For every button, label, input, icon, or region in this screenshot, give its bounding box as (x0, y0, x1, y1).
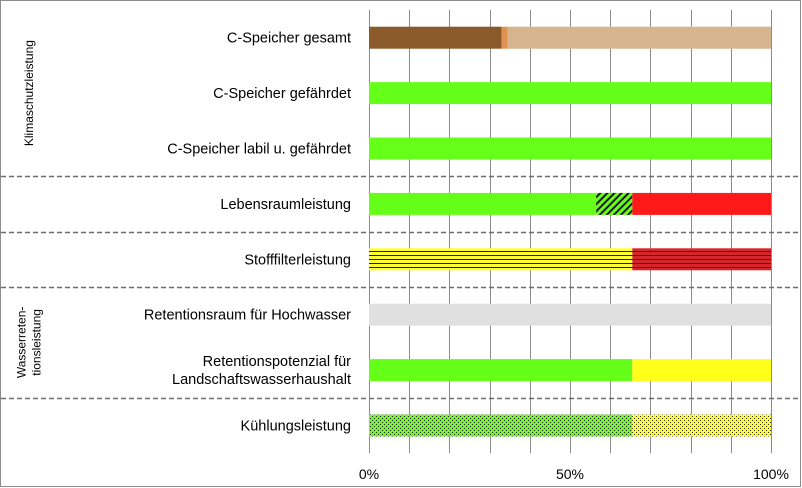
category-label: Stofffilterleistung (244, 252, 351, 268)
bar-segment-3-2 (632, 192, 771, 215)
category-label: Retentionsraum für Hochwasser (144, 308, 351, 324)
groups-layer: Klimaschutzleistung Wasserreten-tionsleis… (15, 40, 44, 378)
x-tick-label: 0% (359, 466, 379, 482)
bar-segment-4-1 (632, 248, 771, 271)
bar-segment-3-1 (596, 192, 633, 215)
bar-segment-1-0 (369, 82, 771, 105)
group-label: tionsleistung (30, 309, 44, 376)
bar-segment-4-0 (369, 248, 633, 271)
category-label: C-Speicher labil u. gefährdet (167, 142, 351, 158)
grid-layer (369, 10, 772, 453)
bar-segment-0-0 (369, 26, 502, 49)
category-label: C-Speicher gesamt (227, 31, 351, 47)
bar-segment-7-1 (632, 414, 771, 437)
group-label: Klimaschutzleistung (22, 40, 36, 146)
bar-segment-7-0 (369, 414, 633, 437)
category-label: Retentionspotenzial für (203, 354, 351, 370)
category-label: Landschaftswasserhaushalt (172, 372, 351, 388)
bar-segment-0-1 (501, 26, 508, 49)
x-tick-label: 50% (556, 466, 584, 482)
bar-segment-3-0 (369, 192, 597, 215)
bar-segment-5-0 (369, 303, 771, 326)
bar-segment-0-2 (507, 26, 771, 49)
group-label: Wasserreten- (15, 307, 29, 379)
category-label: Kühlungsleistung (241, 419, 351, 435)
category-label: Lebensraumleistung (220, 197, 351, 213)
bar-segment-6-1 (632, 359, 771, 382)
separators-layer (1, 175, 800, 400)
x-tick-label: 100% (753, 466, 789, 482)
bar-segment-2-0 (369, 137, 771, 160)
ticks-layer: 0% 50% 100% (359, 466, 789, 482)
bars-layer (369, 26, 771, 437)
category-label: C-Speicher gefährdet (213, 86, 351, 102)
labels-layer: C-Speicher gesamt C-Speicher gefährdet C-S… (144, 31, 351, 435)
bar-segment-6-0 (369, 359, 633, 382)
